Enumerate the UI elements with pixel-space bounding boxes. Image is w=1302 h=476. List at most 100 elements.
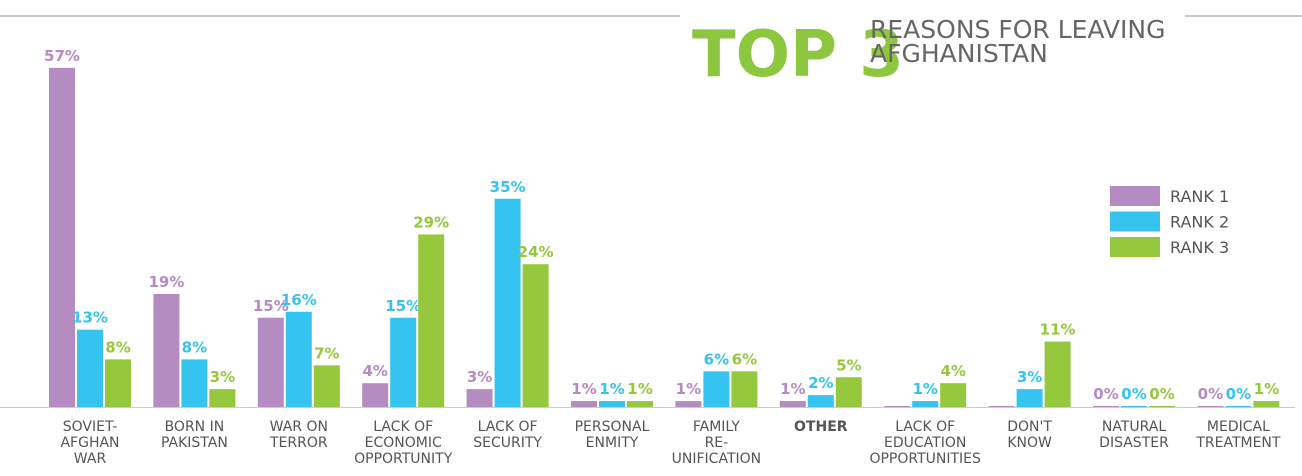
x-tick-label: OPPORTUNITIES [869, 451, 981, 467]
bar [835, 377, 862, 407]
value-label: 3% [467, 368, 492, 386]
bar [418, 234, 445, 407]
value-label: 5% [836, 356, 861, 374]
x-tick-label: BORN IN [165, 419, 225, 435]
bar [77, 329, 103, 407]
value-label: 13% [72, 309, 108, 327]
x-tick-label: LACK OF [373, 419, 433, 435]
x-tick-label: PERSONAL [575, 419, 650, 435]
bar [571, 401, 597, 407]
bar [912, 401, 939, 407]
x-tick-label: LACK OF [895, 419, 955, 435]
x-tick-label: PAKISTAN [161, 435, 228, 451]
bar [1093, 406, 1119, 407]
legend-swatch [1110, 186, 1160, 206]
value-label: 1% [912, 380, 937, 398]
bar [285, 311, 312, 407]
x-tick-label: WAR ON [270, 419, 328, 435]
value-label: 1% [599, 380, 624, 398]
x-tick-label: NATURAL [1102, 419, 1166, 435]
x-tick-label: OTHER [794, 419, 848, 435]
value-label: 0% [1121, 385, 1146, 403]
x-tick-label: TERROR [269, 435, 328, 451]
bar [1197, 406, 1224, 407]
x-tick-label: WAR [74, 451, 107, 467]
bar [181, 359, 208, 407]
bar [703, 371, 730, 407]
value-label: 0% [1149, 385, 1174, 403]
value-label: 57% [44, 47, 80, 65]
value-label: 4% [362, 362, 387, 380]
legend-label: RANK 3 [1170, 238, 1229, 257]
x-tick-label: SECURITY [473, 435, 542, 451]
legend-label: RANK 1 [1170, 187, 1229, 206]
x-tick-label: EDUCATION [884, 435, 966, 451]
value-label: 11% [1040, 321, 1076, 339]
bar [627, 401, 653, 407]
x-tick-label: SOVIET- [63, 419, 118, 435]
bar [466, 389, 493, 407]
legend-label: RANK 2 [1170, 213, 1229, 232]
x-tick-label: AFGHAN [60, 435, 119, 451]
x-tick-label: MEDICAL [1207, 419, 1270, 435]
value-label: 15% [253, 297, 289, 315]
bar [390, 317, 417, 407]
bar [731, 371, 758, 407]
bar [599, 401, 625, 407]
value-label: 1% [1254, 380, 1279, 398]
bar [313, 365, 340, 407]
bar [257, 317, 284, 407]
value-label: 29% [413, 213, 449, 231]
value-label: 0% [1198, 385, 1223, 403]
x-tick-label: ENMITY [586, 435, 639, 451]
bar [940, 383, 967, 407]
bar [807, 395, 834, 407]
bar [494, 198, 521, 407]
x-tick-label: DON'T [1007, 419, 1052, 435]
bar [522, 264, 549, 407]
value-label: 2% [808, 374, 833, 392]
bar [1044, 341, 1071, 407]
value-label: 1% [571, 380, 596, 398]
value-label: 35% [490, 178, 526, 196]
x-tick-label: TREATMENT [1195, 435, 1281, 451]
value-label: 0% [1226, 385, 1251, 403]
legend-swatch [1110, 211, 1160, 232]
x-tick-label: LACK OF [478, 419, 538, 435]
bar [1121, 406, 1147, 407]
value-label: 6% [704, 350, 729, 368]
bar [988, 406, 1015, 407]
x-tick-label: FAMILY [693, 419, 740, 435]
value-label: 6% [732, 350, 757, 368]
value-label: 1% [627, 380, 652, 398]
x-tick-label: RE- [705, 435, 729, 451]
value-label: 1% [780, 380, 805, 398]
bar [1149, 406, 1175, 407]
value-label: 1% [676, 380, 701, 398]
bar [1016, 389, 1043, 407]
value-label: 15% [385, 297, 421, 315]
value-label: 4% [940, 362, 965, 380]
value-label: 3% [210, 368, 235, 386]
value-label: 0% [1093, 385, 1118, 403]
bar [675, 401, 702, 407]
value-label: 16% [281, 291, 317, 309]
value-label: 3% [1017, 368, 1042, 386]
bar [362, 383, 389, 407]
x-tick-label: KNOW [1007, 435, 1052, 451]
legend-swatch [1110, 237, 1160, 257]
bar [153, 293, 180, 407]
bar [1253, 401, 1280, 407]
value-label: 8% [182, 338, 207, 356]
bar [884, 406, 911, 407]
value-label: 7% [314, 344, 339, 362]
bar [1225, 406, 1252, 407]
title: AFGHANISTAN [870, 39, 1048, 68]
bar [209, 389, 236, 407]
title-highlight: TOP 3 [692, 18, 904, 92]
x-tick-label: OPPORTUNITY [354, 451, 453, 467]
value-label: 24% [518, 243, 554, 261]
x-tick-label: UNIFICATION [672, 451, 761, 467]
x-tick-label: ECONOMIC [365, 435, 442, 451]
